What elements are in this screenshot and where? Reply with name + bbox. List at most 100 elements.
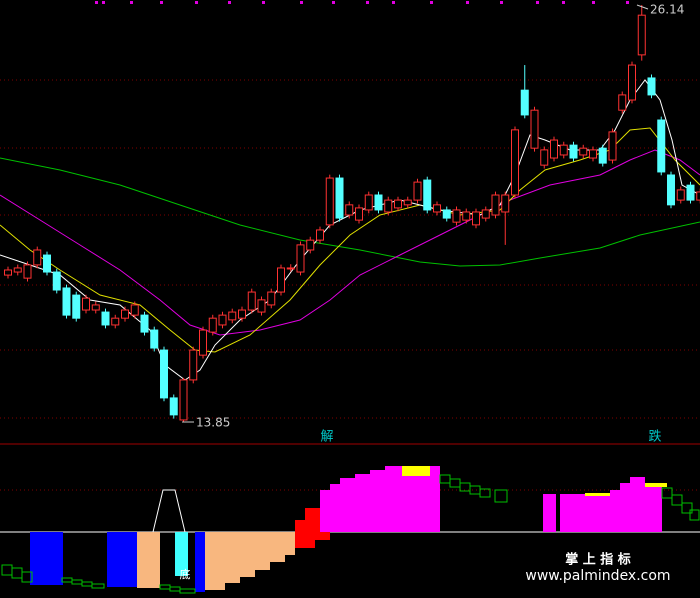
top-dot (536, 1, 539, 4)
candle-body (43, 254, 51, 273)
candle-body (462, 211, 471, 221)
signal-label: 解 (320, 430, 333, 445)
candle-body (345, 204, 354, 216)
top-dot (300, 1, 303, 4)
candle-body (364, 194, 373, 211)
top-dot (430, 1, 433, 4)
candle-body (374, 194, 383, 211)
candle-body (130, 304, 139, 316)
candle-body (247, 291, 256, 311)
candle-body (598, 147, 607, 164)
top-dot (392, 1, 395, 4)
top-dot (626, 1, 629, 4)
candle-body (238, 309, 246, 319)
candle-body (403, 199, 412, 206)
top-dot (562, 1, 565, 4)
candle-body (316, 229, 324, 241)
candle-body (13, 267, 22, 273)
candle-body (62, 287, 71, 316)
low-label: 13.85 (196, 416, 230, 430)
watermark-title: 掌 上 指 标 (565, 552, 631, 568)
candle-body (608, 131, 617, 161)
candle-body (355, 207, 363, 221)
candle-body (696, 191, 700, 201)
candle-body (296, 244, 305, 273)
candle-body (589, 149, 597, 159)
grid (0, 79, 700, 491)
candle-body (511, 129, 519, 196)
candle-body (33, 249, 42, 266)
indicator-mark: 底 (180, 567, 191, 581)
candle-body (4, 269, 12, 276)
top-dot (102, 1, 105, 4)
candle-body (550, 139, 558, 159)
candle-body (647, 77, 656, 96)
candle-body (618, 94, 627, 111)
candle-body (286, 267, 295, 270)
top-dot (160, 1, 163, 4)
candle-body (657, 119, 666, 173)
candle-body (169, 397, 178, 416)
top-dot (228, 1, 231, 4)
candle-body (491, 194, 500, 216)
candle-body (442, 209, 451, 219)
candle-body (208, 317, 217, 333)
candle-body (150, 329, 159, 349)
moving-averages (0, 79, 700, 381)
candle-body (637, 14, 646, 56)
watermark-url: www.palmindex.com (525, 568, 670, 584)
extreme-arrows (182, 4, 649, 423)
top-dot (130, 1, 133, 4)
candle-body (218, 314, 227, 326)
candle-body (413, 181, 422, 201)
candle-body (384, 199, 393, 213)
candle-body (325, 177, 334, 226)
candle-body (257, 299, 266, 313)
top-dot (195, 1, 198, 4)
top-dot (592, 1, 595, 4)
candle-body (52, 271, 61, 291)
top-dot (262, 1, 265, 4)
candles (4, 5, 700, 422)
candle-body (199, 329, 207, 356)
candle-body (530, 109, 539, 149)
candle-body (228, 311, 237, 321)
top-dot (466, 1, 469, 4)
candle-body (101, 311, 110, 326)
candle-body (686, 184, 695, 201)
candle-body (628, 64, 636, 101)
signal-label: 跌 (648, 429, 661, 445)
candle-body (189, 349, 198, 381)
candle-body (559, 144, 568, 156)
candle-body (160, 349, 168, 399)
candle-body (121, 309, 129, 319)
candle-body (667, 174, 675, 206)
candle-body (23, 264, 32, 279)
candle-body (569, 144, 578, 159)
top-dot (95, 1, 98, 4)
top-dot (332, 1, 335, 4)
top-dot (500, 1, 503, 4)
candle-body (140, 314, 149, 333)
candle-body (82, 297, 90, 311)
candle-body (394, 199, 402, 209)
candle-body (91, 304, 100, 311)
candle-body (472, 211, 480, 226)
candle-body (520, 89, 529, 116)
candle-body (676, 189, 685, 201)
candle-body (335, 177, 344, 219)
candle-body (540, 149, 549, 166)
candle-body (179, 379, 188, 421)
candle-body (579, 147, 588, 156)
candle-body (277, 267, 285, 293)
top-dot (366, 1, 369, 4)
high-label: 26.14 (650, 3, 684, 17)
candle-body (111, 317, 120, 326)
indicator-panel (0, 466, 700, 594)
candle-body (423, 179, 432, 211)
candle-body (433, 204, 441, 213)
candle-body (306, 239, 315, 251)
candle-body (481, 209, 490, 219)
candle-body (267, 291, 276, 306)
